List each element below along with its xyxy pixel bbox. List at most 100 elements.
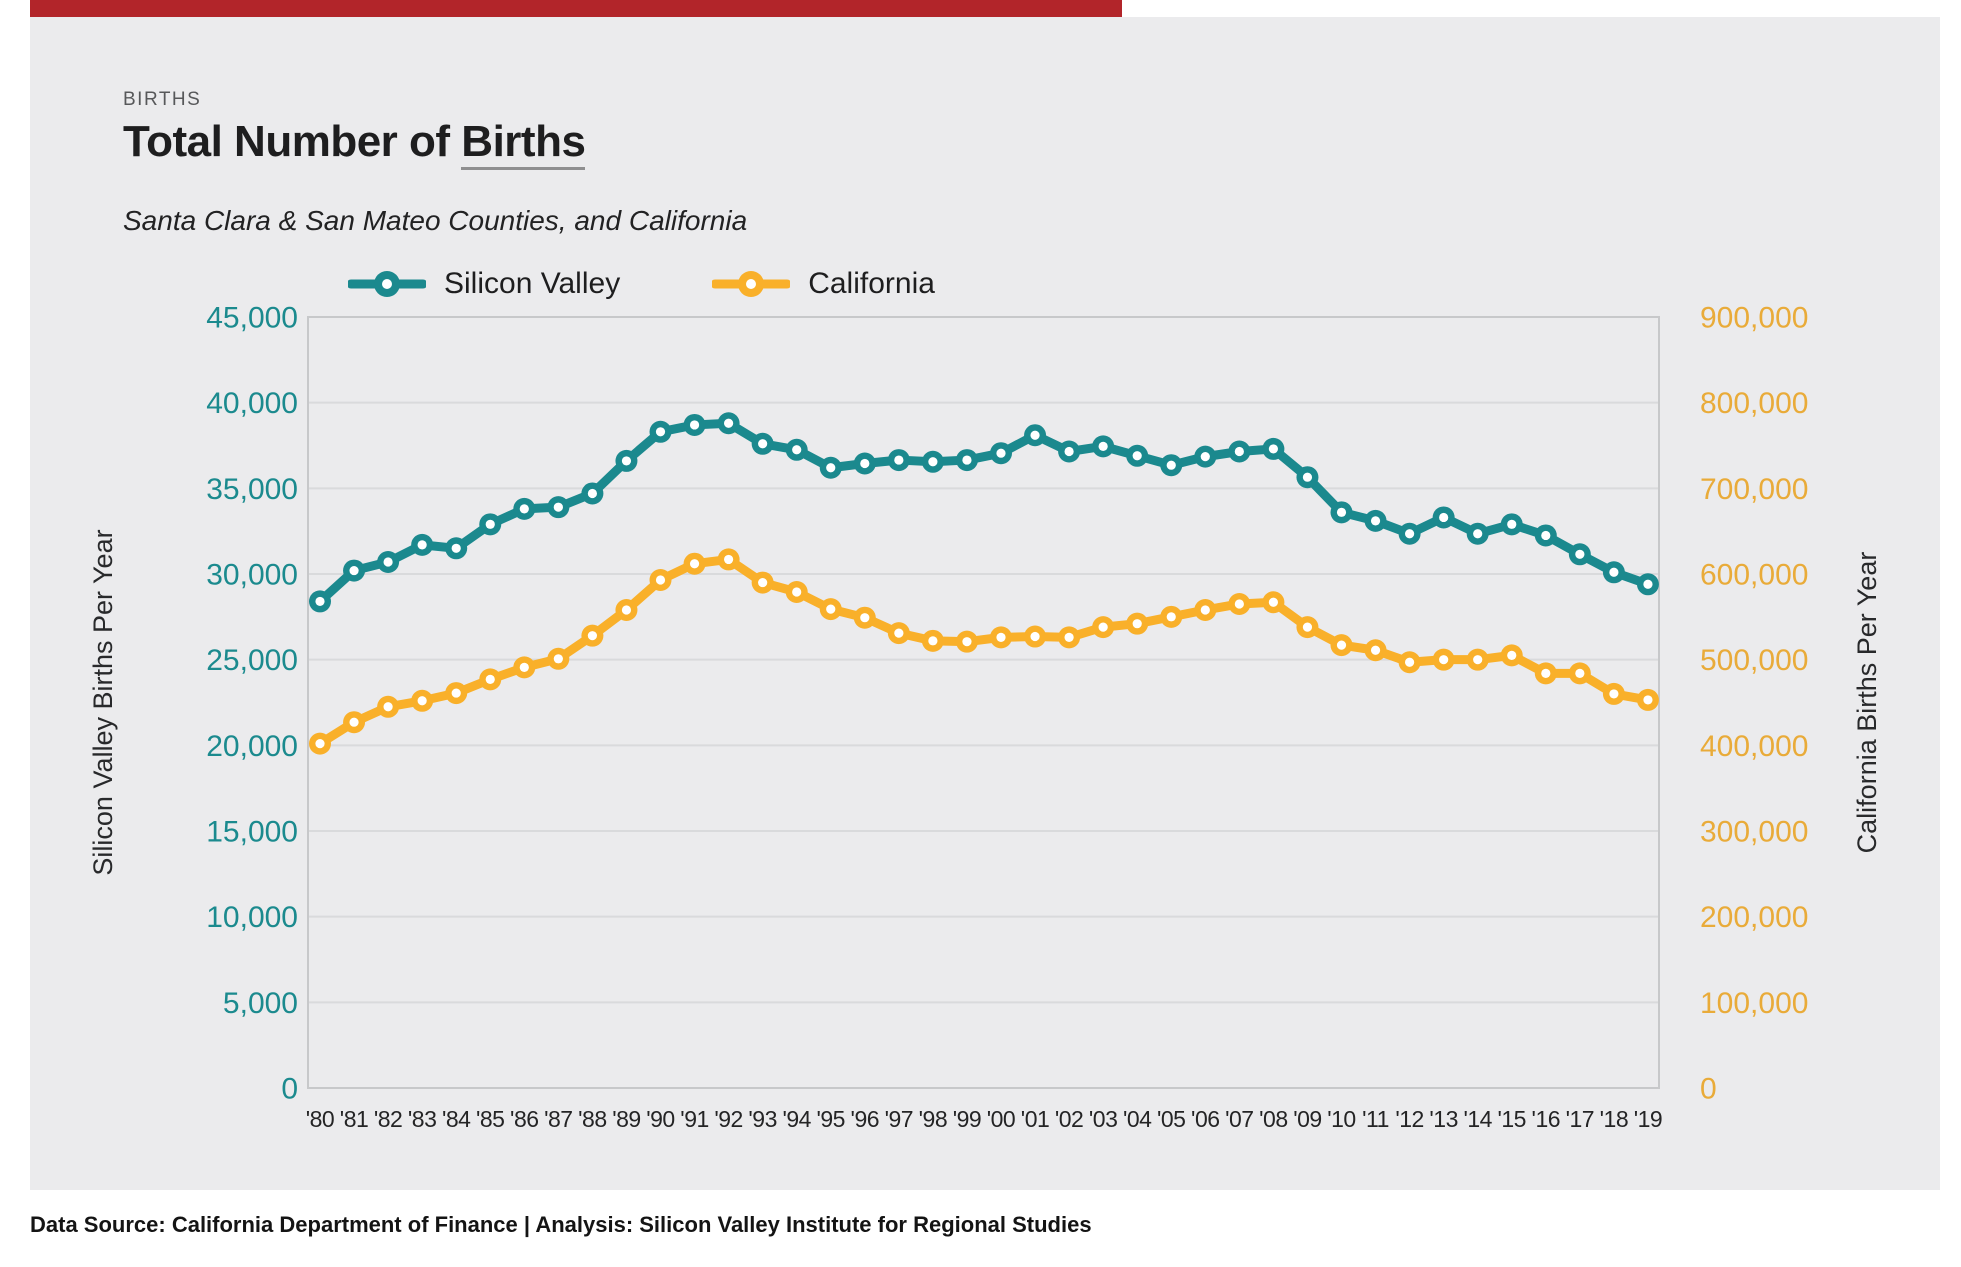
- x-axis-tick-label: '00: [987, 1106, 1015, 1132]
- data-point-marker-hole: [1166, 460, 1176, 470]
- data-point-marker-hole: [519, 504, 529, 514]
- x-axis-tick-label: '84: [442, 1106, 471, 1132]
- left-axis-tick-label: 0: [281, 1073, 298, 1106]
- data-point-marker-hole: [1575, 668, 1585, 678]
- data-point-marker-hole: [1336, 640, 1347, 650]
- page-title: Total Number of Births: [123, 117, 586, 170]
- data-point-marker-hole: [1132, 619, 1142, 629]
- x-axis-tick-label: '99: [953, 1106, 981, 1132]
- x-axis-tick-label: '90: [646, 1106, 674, 1132]
- data-point-marker-hole: [962, 455, 972, 465]
- data-point-marker-hole: [996, 632, 1006, 642]
- data-point-marker-hole: [1609, 567, 1619, 577]
- data-point-marker-hole: [1234, 599, 1244, 609]
- data-point-marker-hole: [315, 739, 325, 749]
- data-source-footer: Data Source: California Department of Fi…: [30, 1212, 1092, 1237]
- x-axis-tick-label: '09: [1293, 1106, 1321, 1132]
- page-subtitle: Santa Clara & San Mateo Counties, and Ca…: [123, 205, 748, 236]
- data-point-marker-hole: [621, 605, 632, 615]
- data-point-marker-hole: [928, 457, 938, 467]
- data-point-marker-hole: [689, 559, 700, 569]
- data-point-marker-hole: [1268, 444, 1278, 454]
- plot-border: [307, 316, 1660, 1089]
- data-point-marker-hole: [1575, 549, 1585, 559]
- data-point-marker-hole: [1268, 597, 1278, 607]
- x-axis-tick-label: '02: [1055, 1106, 1083, 1132]
- x-axis-tick-label: '93: [748, 1106, 776, 1132]
- data-point-marker-hole: [1609, 689, 1619, 699]
- x-axis-tick-label: '97: [885, 1106, 913, 1132]
- left-axis-tick-label: 25,000: [206, 644, 298, 677]
- x-axis-tick-label: '92: [714, 1106, 742, 1132]
- data-point-marker-hole: [1064, 446, 1074, 457]
- x-axis-tick-label: '94: [782, 1106, 811, 1132]
- data-point-marker-hole: [1098, 622, 1108, 632]
- x-axis-tick-label: '11: [1362, 1106, 1389, 1132]
- right-axis-tick-label: 500,000: [1700, 644, 1808, 677]
- left-axis-tick-label: 20,000: [206, 730, 298, 763]
- data-point-marker-hole: [894, 455, 904, 465]
- data-point-marker-hole: [553, 502, 563, 512]
- series-line-silicon-valley: [315, 418, 1653, 606]
- data-point-marker-hole: [1643, 695, 1653, 705]
- left-axis-tick-label: 35,000: [206, 473, 298, 506]
- left-axis-tick-label: 40,000: [206, 387, 298, 420]
- data-point-marker-hole: [1098, 441, 1108, 451]
- x-axis-tick-label: '81: [340, 1106, 368, 1132]
- x-axis-tick-label: '04: [1123, 1106, 1152, 1132]
- legend-item-california: California: [712, 267, 935, 301]
- x-axis-tick-label: '18: [1600, 1106, 1628, 1132]
- data-point-marker-hole: [1507, 519, 1517, 529]
- x-axis-tick-label: '87: [544, 1106, 572, 1132]
- x-axis-tick-label: '91: [680, 1106, 708, 1132]
- data-point-marker-hole: [1132, 451, 1142, 461]
- x-axis-tick-label: '01: [1021, 1106, 1049, 1132]
- left-axis-tick-label: 5,000: [223, 987, 298, 1020]
- data-point-marker-hole: [655, 575, 666, 585]
- data-point-marker-hole: [826, 604, 836, 614]
- x-axis-tick-label: '80: [306, 1106, 334, 1132]
- data-point-marker-hole: [1336, 507, 1347, 517]
- data-point-marker-hole: [519, 662, 529, 672]
- data-point-marker-hole: [894, 628, 904, 638]
- data-point-marker-hole: [383, 702, 393, 712]
- data-point-marker-hole: [553, 654, 563, 664]
- data-point-marker-hole: [826, 463, 836, 473]
- x-axis-tick-label: '16: [1532, 1106, 1560, 1132]
- data-point-marker-hole: [1405, 529, 1415, 539]
- right-axis-tick-label: 400,000: [1700, 730, 1808, 763]
- data-point-marker-hole: [1370, 516, 1381, 526]
- left-axis-tick-label: 10,000: [206, 901, 298, 934]
- data-point-marker-hole: [996, 448, 1006, 458]
- data-point-marker-hole: [1030, 631, 1040, 642]
- x-axis-tick-label: '95: [817, 1106, 845, 1132]
- x-axis-tick-label: '17: [1566, 1106, 1594, 1132]
- data-point-marker-hole: [1234, 446, 1244, 457]
- chart-card: BIRTHS Total Number of Births Santa Clar…: [30, 17, 1940, 1190]
- left-axis-tick-label: 30,000: [206, 559, 298, 592]
- data-point-marker-hole: [1473, 529, 1483, 539]
- data-point-marker-hole: [689, 420, 700, 430]
- data-point-marker-hole: [485, 674, 495, 684]
- x-axis-tick-label: '96: [851, 1106, 879, 1132]
- right-axis-tick-label: 700,000: [1700, 473, 1808, 506]
- california-line-marker-icon: [712, 271, 791, 297]
- data-point-marker-hole: [758, 577, 768, 588]
- data-point-marker-hole: [485, 519, 495, 529]
- x-axis-tick-label: '19: [1634, 1106, 1662, 1132]
- x-axis-tick-label: '86: [510, 1106, 538, 1132]
- data-point-marker-hole: [417, 696, 427, 706]
- data-point-marker-hole: [315, 596, 325, 607]
- legend-label: California: [808, 267, 935, 300]
- data-point-marker-hole: [962, 637, 972, 647]
- data-point-marker-hole: [1166, 612, 1176, 622]
- data-point-marker-hole: [1302, 472, 1313, 482]
- data-point-marker-hole: [587, 488, 598, 499]
- data-point-marker-hole: [349, 717, 359, 727]
- right-axis-title: California Births Per Year: [1852, 552, 1882, 854]
- x-axis-tick-label: '03: [1089, 1106, 1117, 1132]
- silicon-valley-line-marker-icon: [348, 271, 426, 297]
- data-point-marker-hole: [860, 613, 870, 623]
- right-axis-tick-label: 200,000: [1700, 901, 1808, 934]
